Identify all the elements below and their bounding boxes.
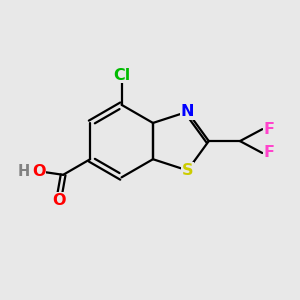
Text: O: O	[52, 193, 65, 208]
Text: N: N	[181, 104, 194, 119]
Text: H: H	[17, 164, 29, 179]
Text: F: F	[263, 122, 274, 137]
Text: F: F	[263, 146, 274, 160]
Text: Cl: Cl	[113, 68, 130, 82]
Text: O: O	[32, 164, 46, 179]
Text: S: S	[182, 163, 193, 178]
